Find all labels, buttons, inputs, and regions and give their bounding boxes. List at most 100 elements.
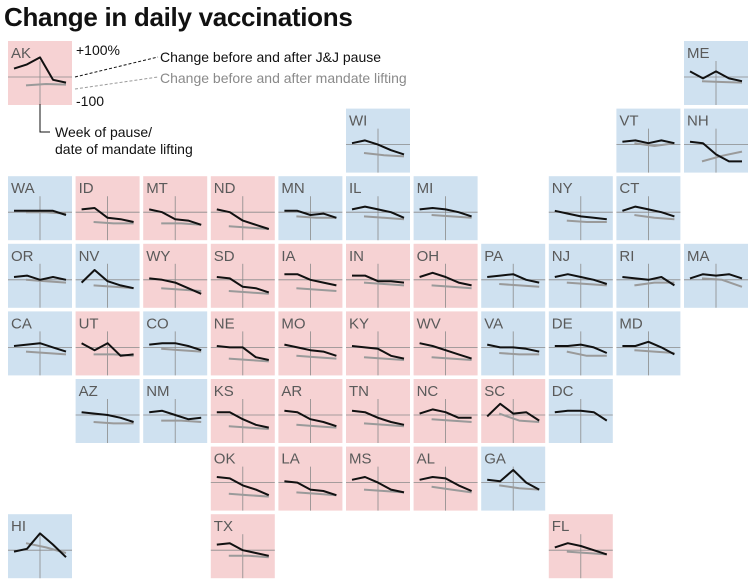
state-label: PA [484,248,503,265]
state-label: LA [281,451,299,468]
state-label: WA [11,180,35,197]
state-label: UT [79,315,99,332]
state-tile-pa: PA [481,243,546,308]
state-tile-in: IN [346,243,410,308]
state-label: AK [11,45,31,62]
state-label: MA [687,248,710,265]
jj-pause-line [554,542,608,556]
state-tile-dc: DC [548,379,613,443]
legend-black-leader [74,56,159,78]
state-tile-tx: TX [210,514,275,579]
state-tile-ar: AR [278,379,343,443]
jj-pause-line [148,208,202,226]
mandate-lifting-line [701,277,743,288]
state-tile-wy: WY [143,243,208,308]
jj-pause-line [149,409,202,421]
state-tile-md: MD [616,311,681,376]
jj-pause-line [554,409,608,422]
state-tile-sc: SC [481,379,546,443]
state-label: CA [11,315,32,332]
state-label: VT [619,113,638,130]
state-label: IN [349,248,364,265]
mandate-lifting-line [296,491,337,497]
jj-pause-line [351,409,405,426]
jj-pause-line [80,269,134,290]
jj-pause-line [351,345,405,360]
mandate-lifting-line [566,350,607,357]
state-label: ID [79,180,94,197]
jj-pause-line [486,343,540,353]
state-label: IA [281,248,295,265]
jj-pause-line [216,208,270,230]
jj-pause-line [689,273,743,280]
mandate-lifting-line [363,356,405,361]
state-tile-nh: NH [684,108,748,173]
mandate-lifting-line [161,222,202,226]
jj-pause-line [351,476,405,494]
jj-pause-line [284,409,337,428]
jj-pause-line [216,276,270,294]
jj-pause-line [216,411,270,429]
state-label: HI [11,518,26,535]
state-tile-wv: WV [413,311,478,376]
state-tile-ut: UT [75,311,140,376]
jj-pause-line [419,271,472,287]
state-tile-la: LA [278,446,343,511]
state-tile-ma: MA [684,243,748,308]
state-tile-nm: NM [143,379,208,443]
state-label: VA [484,315,503,332]
mandate-lifting-line [25,350,67,356]
mandate-lifting-line [363,215,405,221]
state-tile-mo: MO [278,311,343,376]
mandate-lifting-line [296,354,337,360]
state-tile-nj: NJ [548,243,613,308]
mandate-lifting-line [296,215,337,219]
state-tile-nv: NV [75,243,140,308]
state-tile-ne: NE [210,311,275,376]
state-label: CO [146,315,169,332]
state-label: IL [349,180,362,197]
state-label: DE [552,315,573,332]
mandate-lifting-line [566,550,607,556]
mandate-lifting-line [701,80,743,84]
mandate-lifting-line [634,142,675,147]
state-label: KY [349,315,369,332]
state-tile-ky: KY [346,311,410,376]
jj-pause-line [13,342,67,353]
state-label: MI [417,180,434,197]
jj-pause-line [419,408,472,419]
mandate-lifting-line [161,419,202,423]
state-label: NV [79,248,100,265]
legend-gray-leader [74,76,159,90]
state-tile-vt: VT [616,108,681,173]
state-tile-ri: RI [616,243,681,308]
jj-pause-line [284,343,337,357]
legend-upper-label: +100% [76,42,120,58]
state-tile-ct: CT [616,176,681,241]
jj-pause-line [689,70,743,83]
jj-pause-line [554,343,608,354]
jj-pause-line [554,273,608,285]
mandate-lifting-line [25,278,67,284]
mandate-lifting-line [228,554,269,559]
state-label: AL [417,451,435,468]
mandate-lifting-line [161,347,202,353]
mandate-lifting-line [431,485,472,494]
state-label: NJ [552,248,570,265]
mandate-lifting-line [363,281,405,287]
mandate-lifting-line [634,281,675,287]
mandate-lifting-line [93,221,134,225]
state-tile-al: AL [413,446,478,511]
jj-pause-line [351,205,405,219]
state-label: NH [687,113,709,130]
state-tile-co: CO [143,311,208,376]
state-tile-mn: MN [278,176,343,241]
mandate-lifting-line [363,152,405,158]
state-tile-me: ME [684,41,748,105]
jj-pause-line [419,207,472,218]
state-label: WY [146,248,170,265]
state-label: OH [417,248,440,265]
state-tile-ak: AK [8,41,72,105]
legend-lower-label: -100 [76,93,104,109]
